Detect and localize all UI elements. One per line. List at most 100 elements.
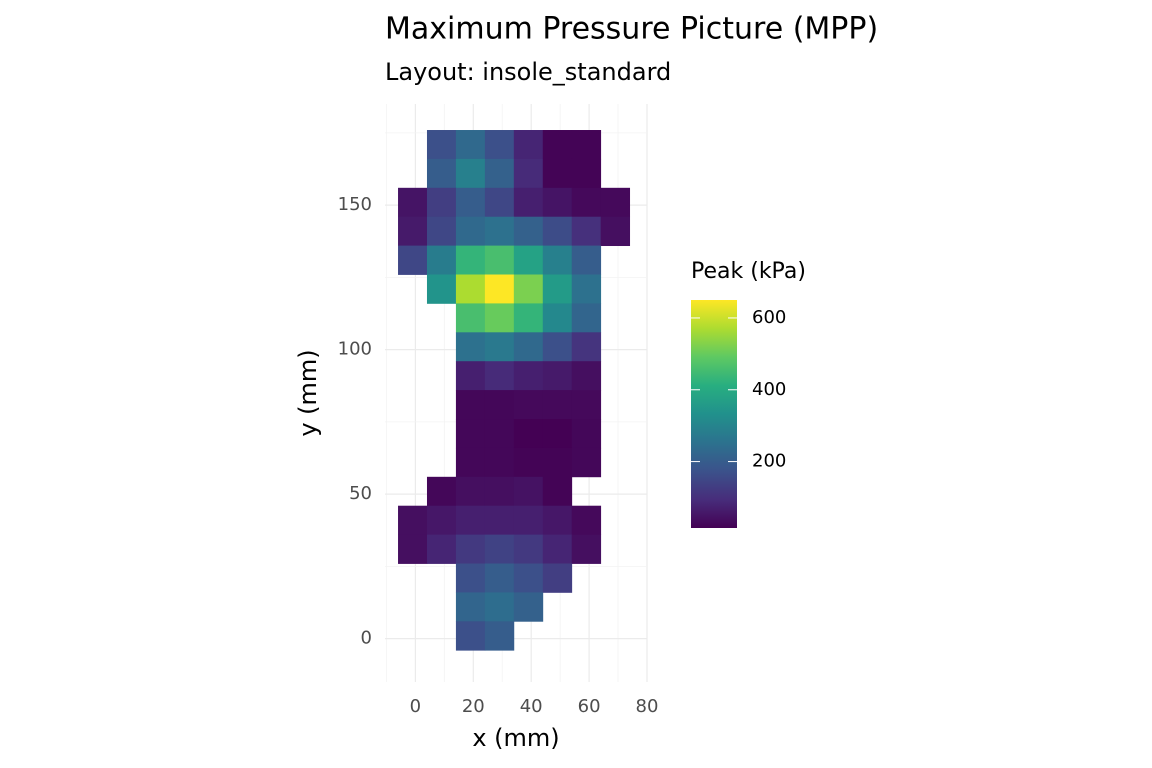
heat-tile [484,505,515,536]
heat-tile [455,332,486,362]
heat-tile [484,419,515,449]
heat-tile [455,505,486,536]
heat-tile [513,245,544,275]
chart-subtitle: Layout: insole_standard [385,58,671,86]
heat-tile [455,621,486,651]
heat-tile [571,419,602,449]
heat-tile [571,187,602,218]
heat-tile [455,447,486,478]
heat-tile [426,505,457,536]
heat-tile [426,245,457,275]
heat-tile [426,534,457,564]
heat-tile [484,390,515,420]
heat-tile [542,216,573,247]
heat-tile [455,534,486,564]
heat-tile [398,534,428,564]
heat-tile [571,390,602,420]
heat-tile [600,216,631,247]
x-tick-label: 60 [578,696,601,717]
y-axis-title: y (mm) [294,349,322,436]
heat-tile [542,447,573,478]
heat-tile [484,216,515,247]
heat-tile [571,332,602,362]
y-tick-label: 150 [338,194,372,215]
heat-tile [571,245,602,275]
heat-tile [513,476,544,507]
heat-tile [484,476,515,507]
heat-tile [455,187,486,218]
heat-tile [600,187,631,218]
heat-tile [542,390,573,420]
heat-tile [513,592,544,622]
y-tick-label: 100 [338,339,372,360]
heat-tile [455,158,486,189]
heat-tile [426,187,457,218]
heat-tile [513,419,544,449]
heat-tile [484,361,515,391]
heat-tile [484,158,515,189]
heat-tile [455,303,486,333]
heat-tile [484,592,515,622]
heat-tile [542,130,573,160]
heat-tile [542,419,573,449]
heat-tile [398,245,428,275]
heat-tile [426,274,457,304]
heat-tile [455,245,486,275]
heat-tile [484,447,515,478]
heat-tile [513,216,544,247]
heat-tile [513,390,544,420]
x-tick-label: 40 [520,696,543,717]
heat-tile [426,476,457,507]
heat-tile [484,621,515,651]
heat-tile [455,592,486,622]
heat-tile [542,361,573,391]
heat-tile [513,187,544,218]
heat-tile [484,274,515,304]
heat-tile [455,274,486,304]
heat-tile [542,534,573,564]
heat-tile [513,332,544,362]
y-tick-label: 0 [361,628,372,649]
x-axis-title: x (mm) [472,724,559,752]
legend-title: Peak (kPa) [691,259,806,284]
chart-title: Maximum Pressure Picture (MPP) [385,12,878,47]
heat-tile [542,332,573,362]
heat-tile [542,476,573,507]
heat-tile [484,303,515,333]
heat-tile [455,216,486,247]
heat-tile [484,332,515,362]
colorbar-label: 400 [752,379,786,400]
heat-tile [513,158,544,189]
heat-tile [542,187,573,218]
heat-tile [571,130,602,160]
heat-tile [542,274,573,304]
heat-tile [426,130,457,160]
heat-tile [513,130,544,160]
heat-tile [571,505,602,536]
heat-tile [455,476,486,507]
heat-tile [513,505,544,536]
heat-tile [455,419,486,449]
heat-tile [484,187,515,218]
heat-tile [542,158,573,189]
heat-tile [542,245,573,275]
heat-tile [571,361,602,391]
heat-tile [571,303,602,333]
heat-tile [571,216,602,247]
heat-tile [513,534,544,564]
heat-tile [513,563,544,593]
colorbar [691,300,737,528]
heat-tile [455,563,486,593]
heat-tile [513,447,544,478]
colorbar-label: 600 [752,307,786,328]
heat-tile [455,390,486,420]
heat-tile [542,303,573,333]
heat-tile [542,563,573,593]
heat-tile [426,158,457,189]
heat-tile [542,505,573,536]
heat-tile [484,563,515,593]
heat-tile [571,534,602,564]
colorbar-label: 200 [752,451,786,472]
heat-tile [513,361,544,391]
